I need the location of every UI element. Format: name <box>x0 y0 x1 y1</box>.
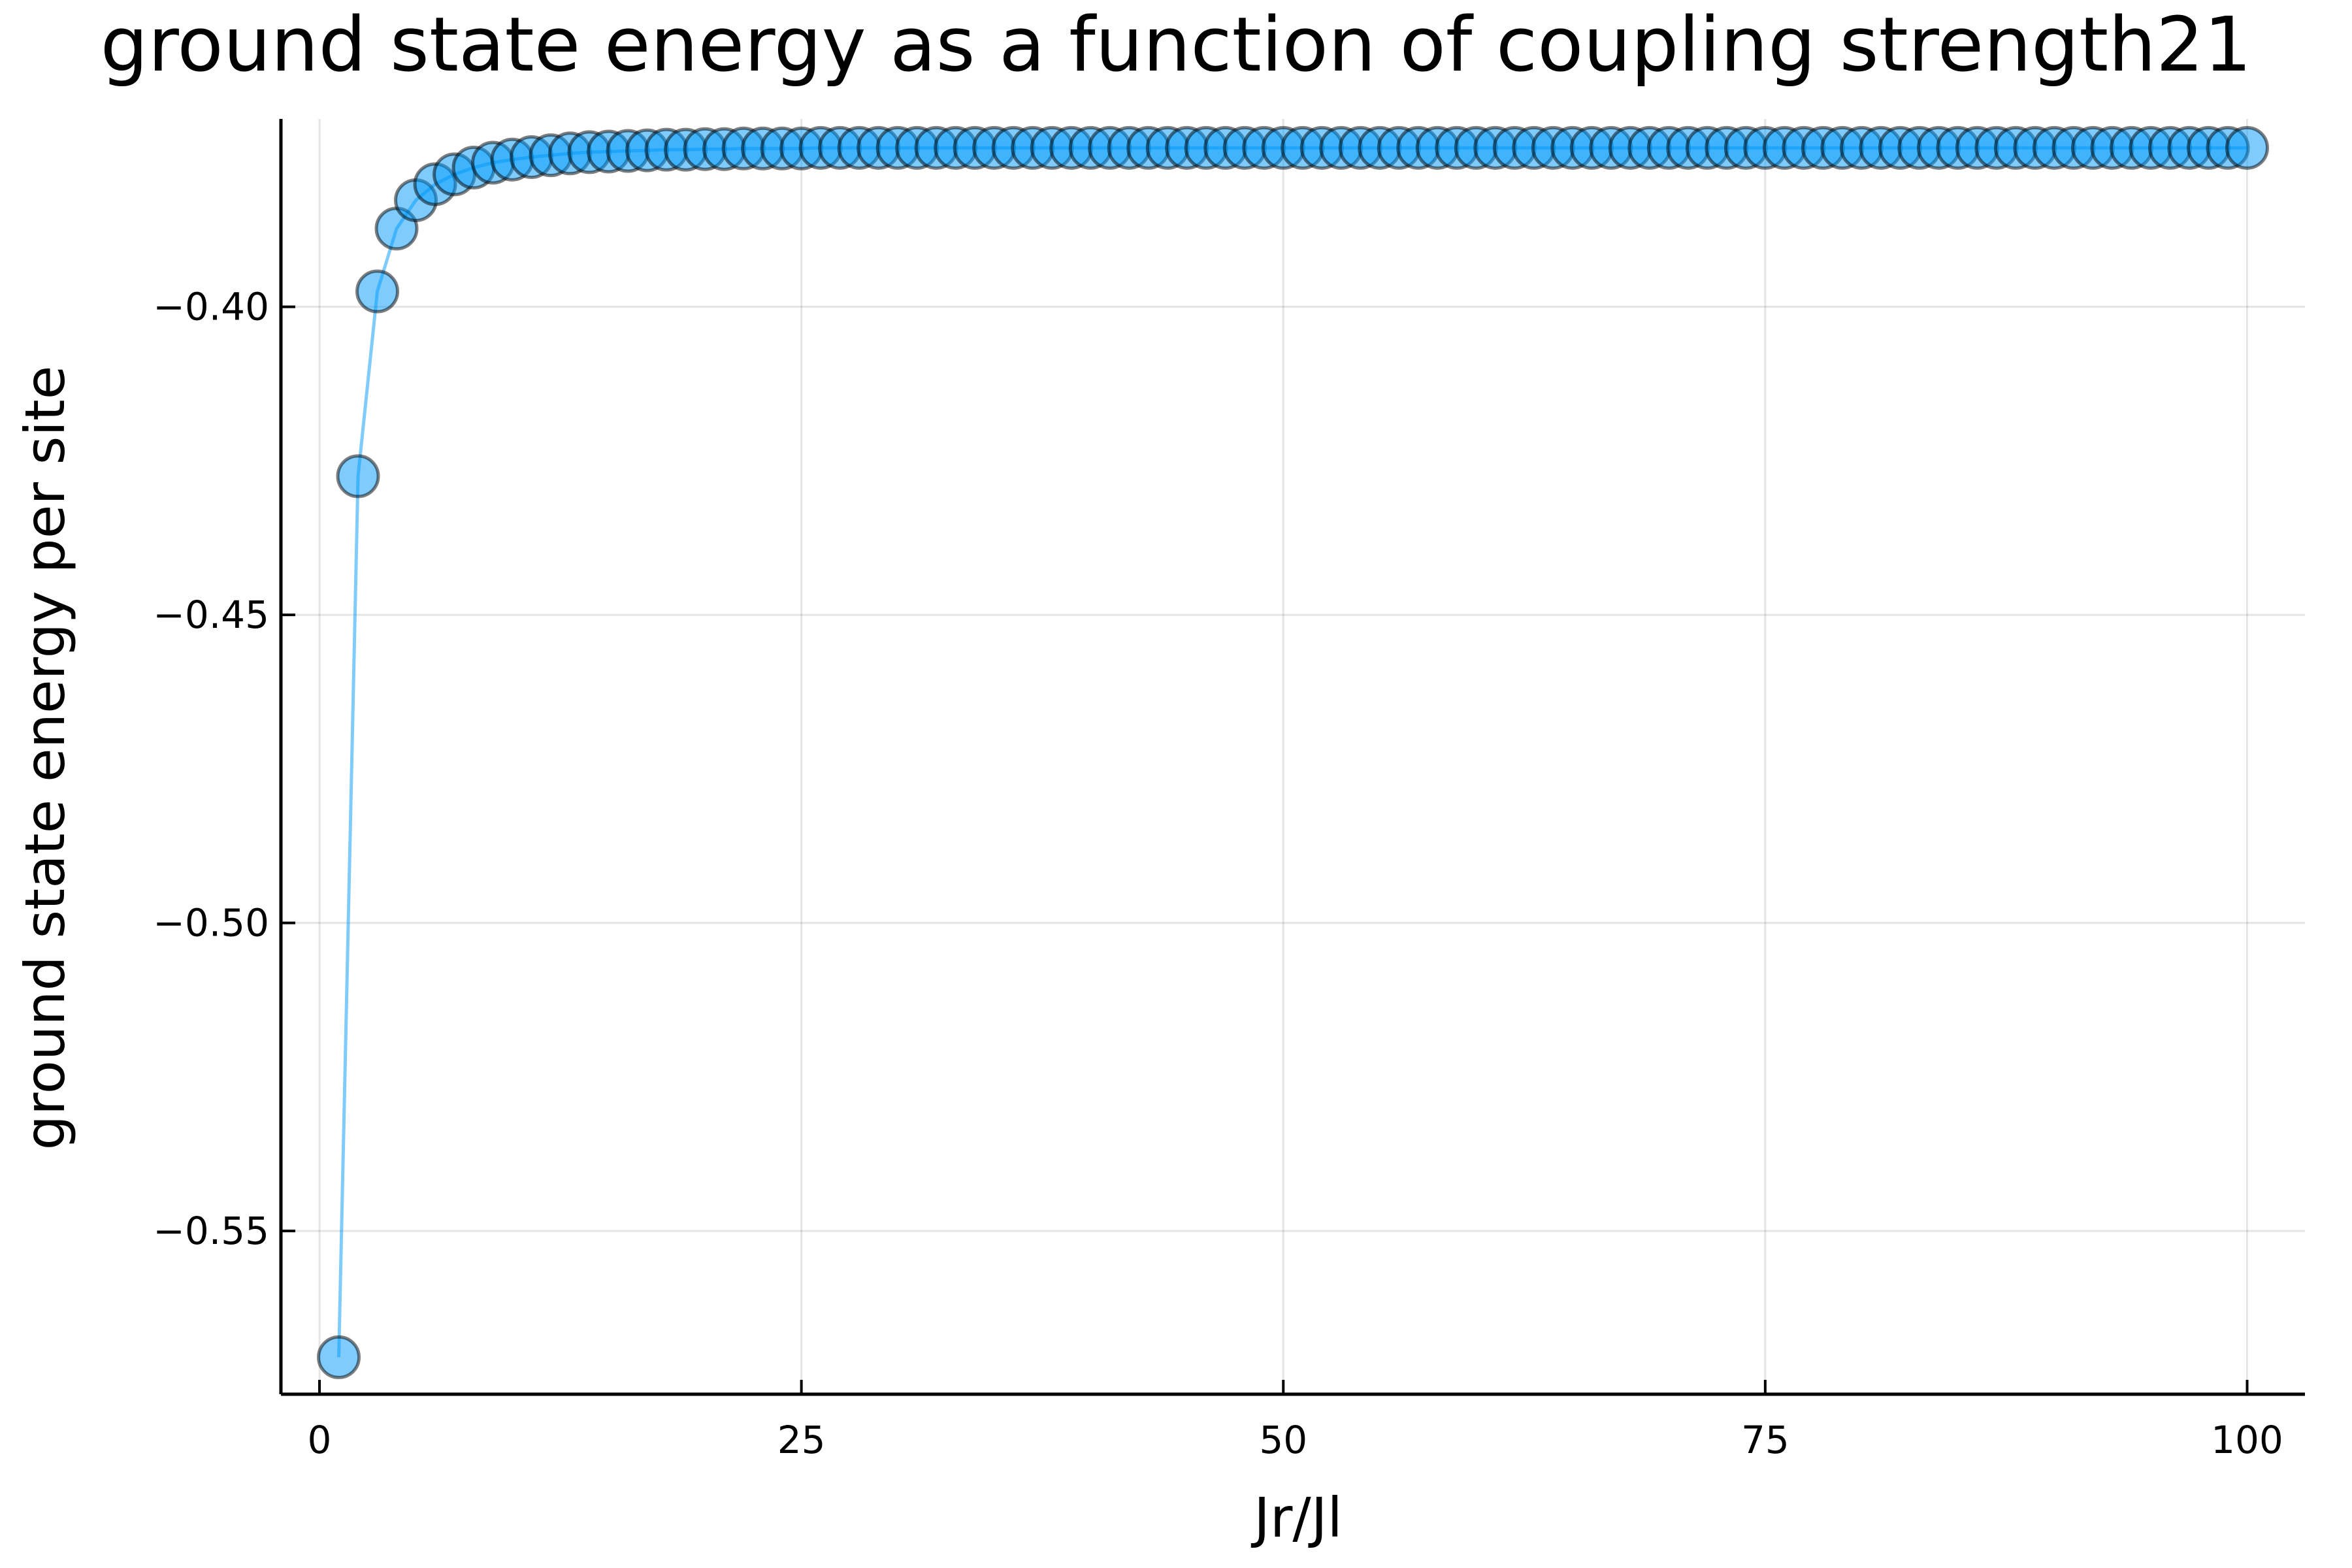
series-layer <box>317 125 2269 1379</box>
data-point <box>355 269 400 314</box>
y-tick-label-3: −0.55 <box>153 1209 269 1253</box>
x-axis-label: Jr/Jl <box>1250 1486 1343 1550</box>
y-tick-label-1: −0.45 <box>153 593 269 637</box>
data-point <box>317 1335 361 1379</box>
y-axis-label: ground state energy per site <box>13 366 77 1151</box>
chart-title: ground state energy as a function of cou… <box>101 1 2252 89</box>
y-tick-label-2: −0.50 <box>153 901 269 945</box>
series-line-0 <box>337 146 2247 1358</box>
x-tick-label-3: 75 <box>1741 1418 1789 1462</box>
x-tick-label-4: 100 <box>2211 1418 2283 1462</box>
ticks-layer: 0 25 50 75 100 −0.40 −0.45 −0.50 −0.55 <box>153 285 2283 1462</box>
x-tick-label-2: 50 <box>1259 1418 1307 1462</box>
data-point <box>2225 125 2269 170</box>
data-point <box>336 454 380 498</box>
grid-layer <box>281 119 2305 1394</box>
y-tick-label-0: −0.40 <box>153 285 269 329</box>
x-tick-label-1: 25 <box>777 1418 826 1462</box>
axes-layer <box>279 119 2305 1396</box>
x-tick-label-0: 0 <box>308 1418 332 1462</box>
